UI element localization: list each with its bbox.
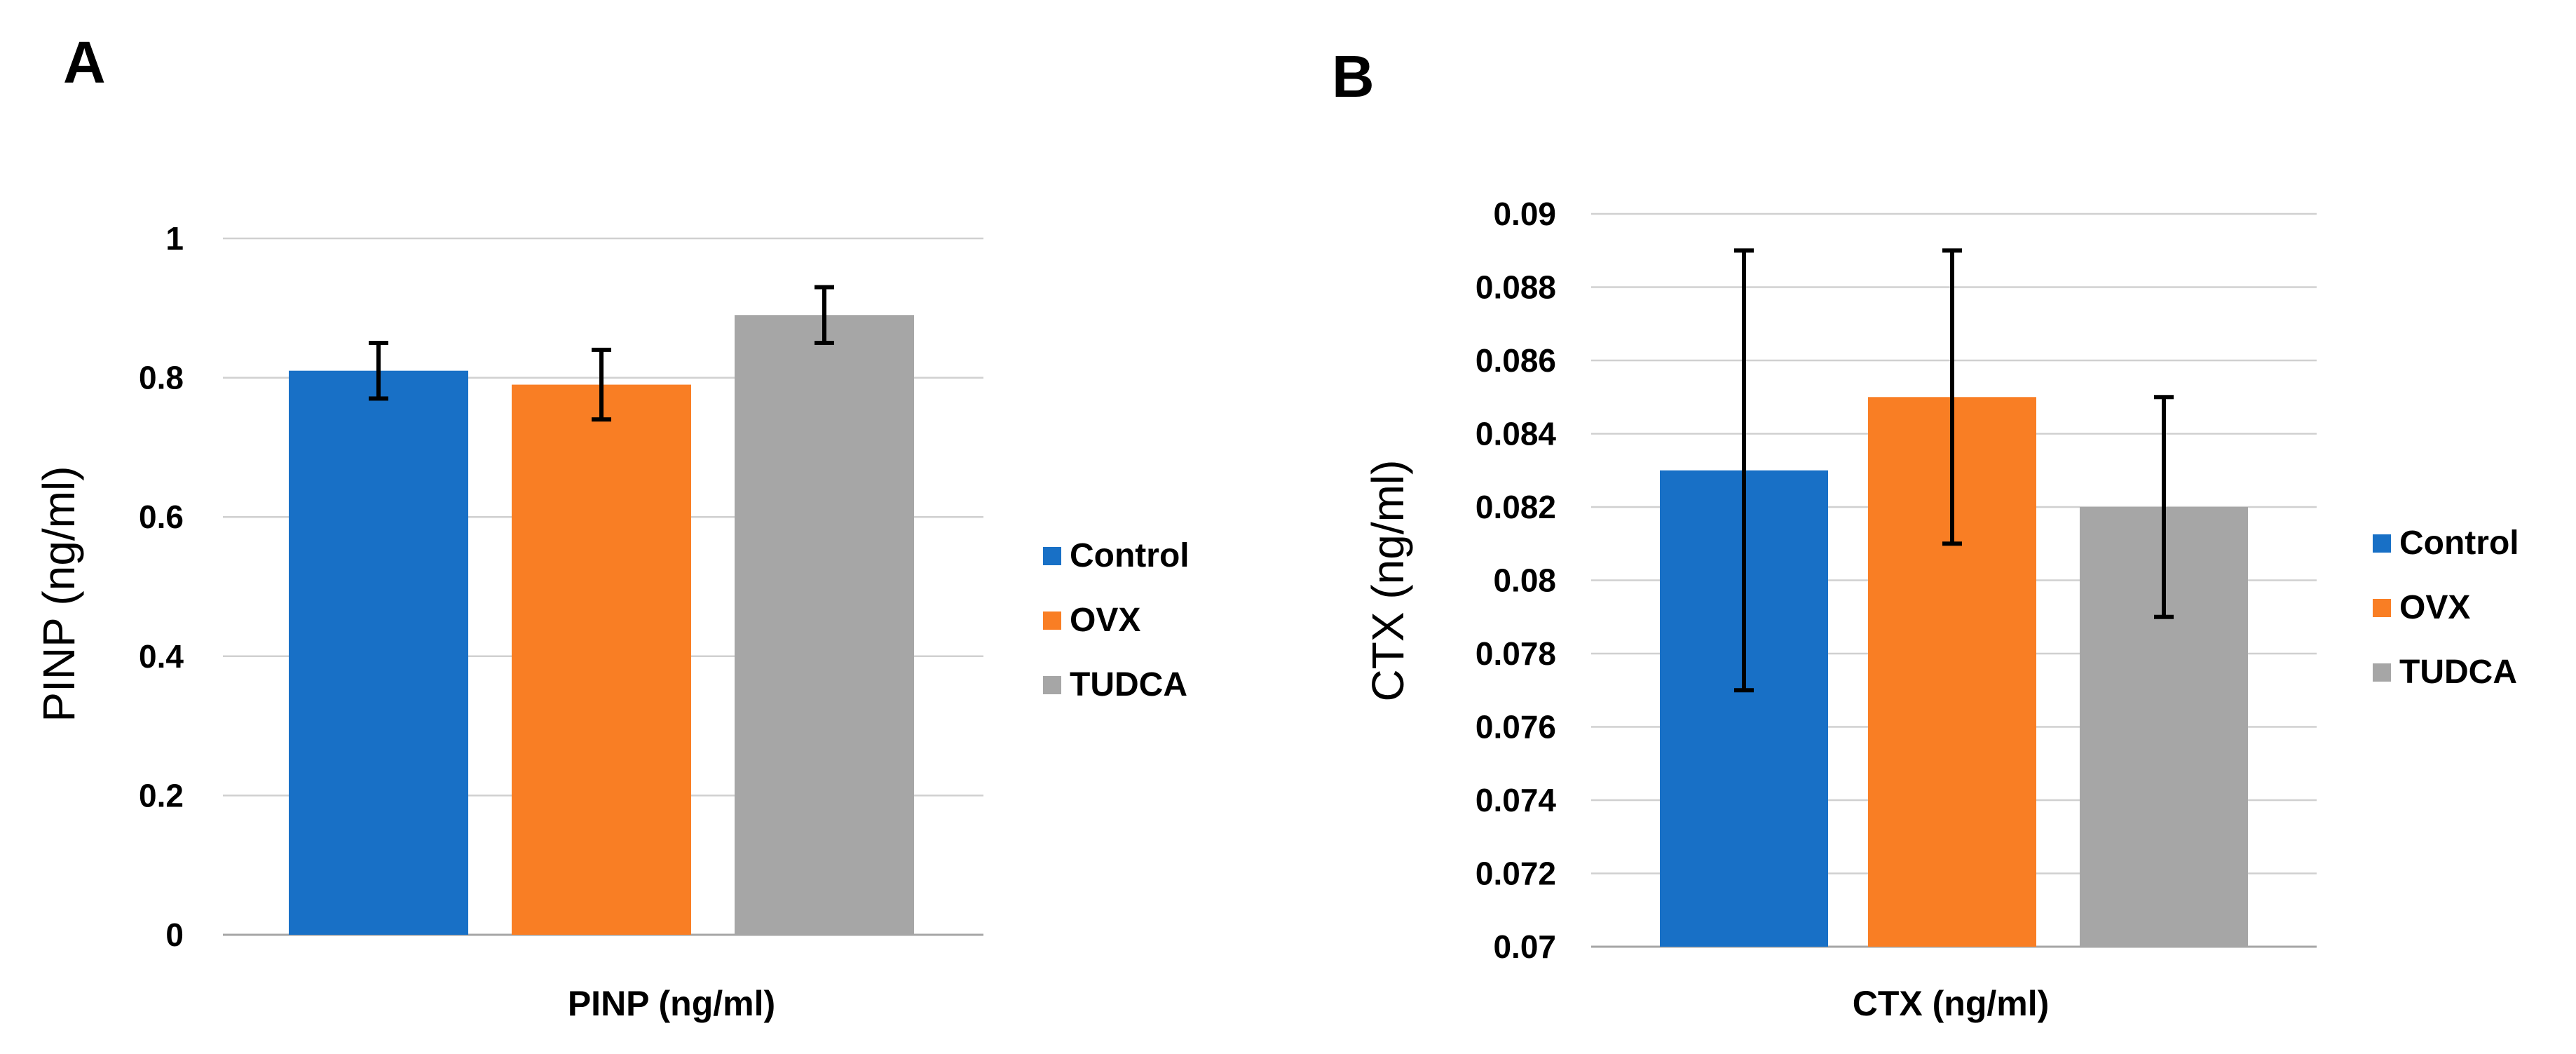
legend-swatch-control [2373, 534, 2391, 553]
y-tick-label: 0.09 [1493, 196, 1556, 232]
panel-b-y-axis-label: CTX (ng/ml) [1363, 460, 1413, 702]
panel-a-y-axis-label: PINP (ng/ml) [34, 466, 84, 722]
legend-swatch-tudca [1043, 676, 1061, 694]
bar-ovx [512, 384, 691, 935]
legend-swatch-control [1043, 547, 1061, 565]
y-tick-label: 0.076 [1476, 709, 1556, 745]
panel-b: B 0.07 0.072 0.074 0.076 0.078 0.08 0.082 0.084… [1332, 43, 2519, 1023]
y-tick-label: 0.074 [1476, 782, 1557, 818]
y-tick-label: 0.082 [1476, 489, 1556, 525]
panel-a-x-axis-label: PINP (ng/ml) [568, 984, 775, 1023]
y-tick-label: 0.08 [1493, 562, 1556, 599]
y-tick-label: 1 [165, 220, 184, 257]
legend-swatch-tudca [2373, 663, 2391, 682]
legend-swatch-ovx [2373, 599, 2391, 617]
panel-a-legend: Control OVX TUDCA [1043, 537, 1190, 703]
y-tick-label: 0.6 [139, 499, 184, 535]
y-tick-label: 0.084 [1476, 416, 1557, 452]
legend-label-ovx: OVX [1070, 602, 1140, 639]
legend-swatch-ovx [1043, 612, 1061, 630]
bar-tudca [735, 315, 914, 935]
y-tick-label: 0.4 [139, 638, 184, 675]
y-tick-label: 0.8 [139, 360, 184, 396]
y-tick-label: 0.2 [139, 777, 184, 813]
bar-control [289, 370, 468, 935]
panel-a: A 0 0.2 0.4 0.6 0.8 1 PINP (ng/ml) PINP (ng/m… [34, 29, 1190, 1023]
y-tick-label: 0.086 [1476, 342, 1556, 379]
panel-a-bars [289, 315, 914, 935]
y-tick-label: 0.07 [1493, 928, 1556, 965]
legend-label-control: Control [2399, 525, 2519, 562]
legend-label-tudca: TUDCA [1070, 666, 1187, 703]
panel-b-legend: Control OVX TUDCA [2373, 525, 2519, 691]
y-tick-label: 0 [165, 917, 184, 953]
legend-label-ovx: OVX [2399, 589, 2470, 626]
panel-b-y-axis: 0.07 0.072 0.074 0.076 0.078 0.08 0.082 0.084 0.… [1476, 196, 1557, 965]
panel-b-error-bars [1734, 248, 2174, 693]
y-tick-label: 0.088 [1476, 269, 1556, 306]
legend-label-control: Control [1070, 537, 1190, 574]
panel-a-letter: A [63, 29, 106, 95]
panel-a-y-axis: 0 0.2 0.4 0.6 0.8 1 [139, 220, 184, 953]
y-tick-label: 0.078 [1476, 635, 1556, 672]
panel-a-error-bars [369, 285, 834, 422]
y-tick-label: 0.072 [1476, 856, 1556, 892]
legend-label-tudca: TUDCA [2399, 654, 2517, 691]
panel-b-x-axis-label: CTX (ng/ml) [1853, 984, 2050, 1023]
panel-b-letter: B [1332, 43, 1375, 109]
